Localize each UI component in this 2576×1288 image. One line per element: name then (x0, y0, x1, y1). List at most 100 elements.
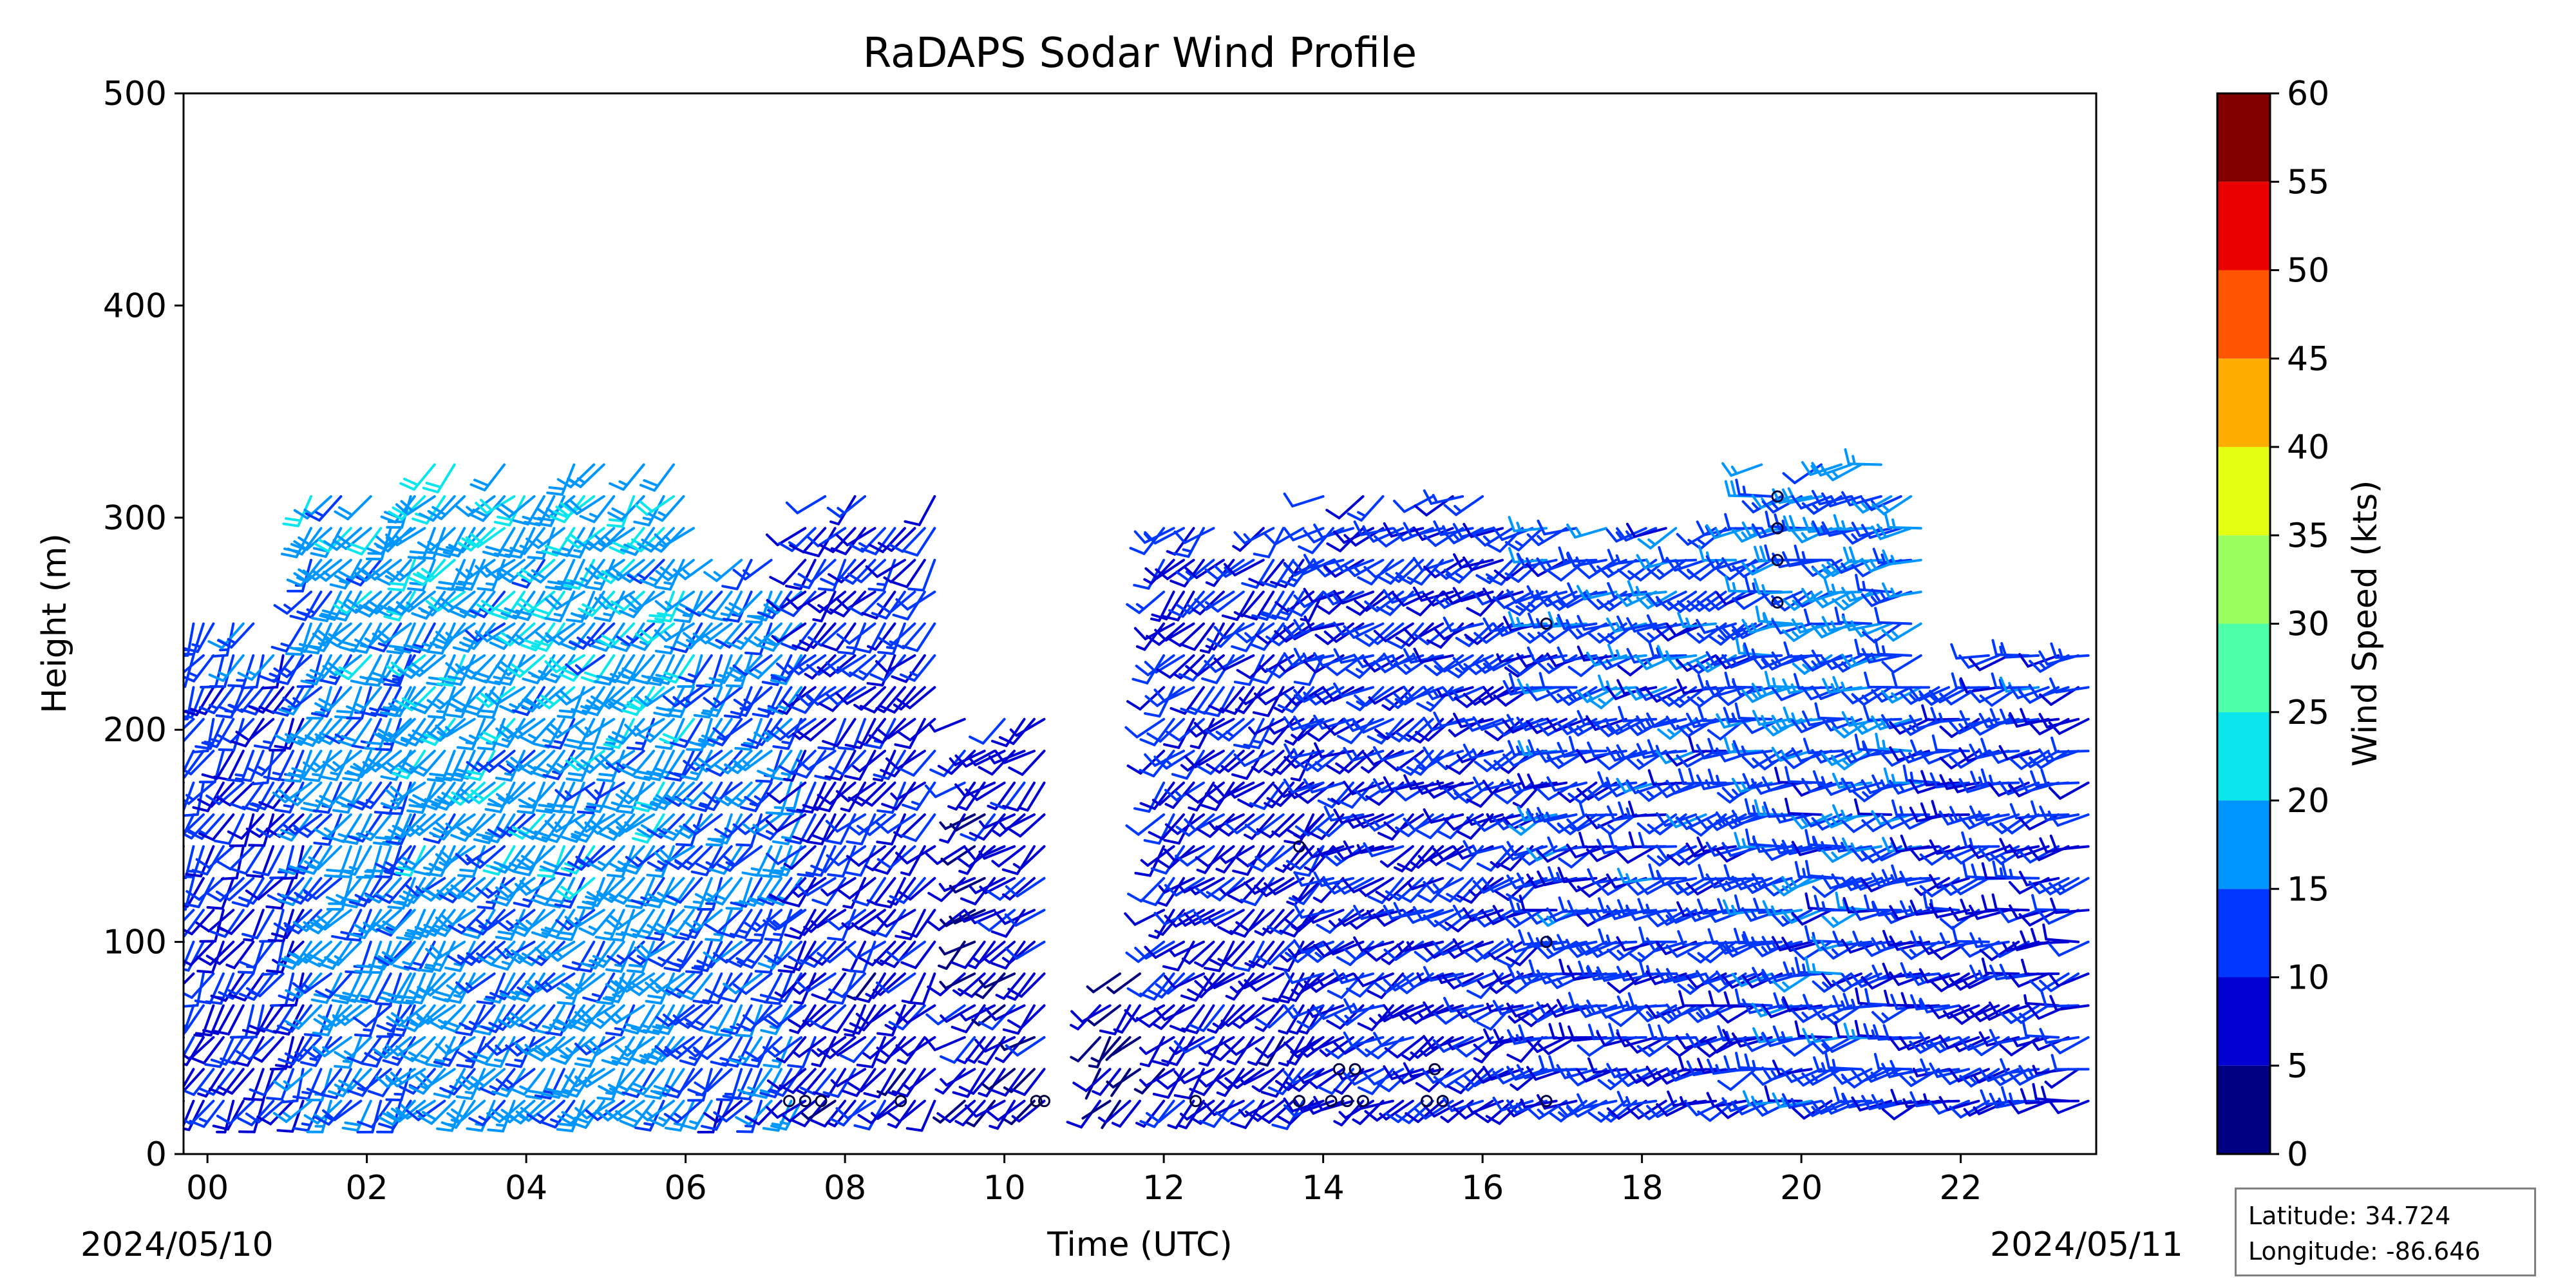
wind-barb (184, 654, 195, 688)
wind-barb (278, 845, 312, 875)
wind-barb (440, 1004, 476, 1033)
x-tick-label: 16 (1461, 1169, 1504, 1208)
colorbar-tick-label: 10 (2287, 959, 2329, 998)
latitude-readout: Latitude: 34.724 (2248, 1202, 2451, 1230)
colorbar-band (2217, 270, 2270, 359)
wind-barb (433, 527, 466, 558)
wind-barb (469, 463, 506, 492)
wind-barb (184, 622, 205, 656)
wind-barb (273, 654, 312, 678)
wind-barb (184, 654, 185, 658)
wind-barb (357, 1099, 392, 1129)
wind-barb (416, 558, 456, 583)
wind-barb (417, 527, 456, 552)
wind-barb (184, 940, 195, 970)
colorbar-tick-label: 40 (2287, 428, 2329, 467)
wind-barb (362, 750, 402, 773)
wind-barb (312, 558, 352, 582)
wind-barb (372, 813, 402, 846)
wind-barb (334, 558, 372, 585)
wind-barb (185, 876, 225, 901)
wind-barb (475, 909, 516, 931)
x-tick-label: 14 (1302, 1169, 1345, 1208)
wind-barb (386, 1004, 426, 1027)
y-tick-label: 500 (103, 75, 167, 113)
wind-barb (448, 686, 486, 712)
wind-barb (184, 1068, 185, 1072)
wind-barb (315, 781, 352, 809)
wind-barb (457, 876, 496, 903)
wind-barb (184, 876, 185, 883)
wind-barb (359, 686, 392, 717)
wind-barb (274, 717, 312, 744)
wind-barb (392, 940, 426, 971)
wind-barb (258, 781, 295, 810)
wind-barb (374, 972, 402, 1006)
wind-barb (225, 940, 255, 969)
wind-barb (426, 686, 466, 710)
wind-barb (468, 909, 506, 936)
colorbar-tick-label: 25 (2287, 694, 2329, 732)
wind-barb (455, 495, 496, 517)
wind-barb (198, 686, 235, 715)
wind-barb (246, 845, 275, 878)
colorbar-band (2217, 358, 2270, 447)
wind-barb (484, 654, 516, 686)
wind-barb (375, 527, 416, 548)
wind-barb (189, 1036, 225, 1065)
wind-barb (466, 845, 506, 869)
wind-barb (273, 1068, 312, 1092)
wind-barb (485, 1036, 516, 1068)
wind-barb (425, 940, 466, 961)
x-tick-label: 06 (665, 1169, 707, 1208)
wind-barb (428, 1004, 466, 1030)
colorbar-tick-label: 5 (2287, 1047, 2308, 1086)
wind-barb (375, 876, 412, 904)
colorbar-band (2217, 93, 2270, 182)
wind-barb (399, 463, 436, 491)
colorbar-label: Wind Speed (kts) (2346, 480, 2385, 767)
wind-barb (466, 1068, 506, 1091)
wind-barb (261, 940, 285, 976)
wind-barb (269, 1036, 295, 1071)
colorbar-tick-label: 35 (2287, 516, 2329, 555)
wind-barb (296, 654, 323, 688)
colorbar-band (2217, 800, 2270, 889)
wind-barb (213, 1004, 245, 1036)
wind-barb (198, 813, 235, 841)
wind-barbs-layer (184, 448, 2090, 1133)
wind-barb (184, 876, 205, 908)
wind-barb (216, 717, 255, 744)
wind-barb (479, 1068, 516, 1096)
wind-barb (276, 813, 312, 842)
wind-barb (319, 591, 352, 621)
wind-barb (184, 750, 185, 755)
colorbar: 0 5 10 15 20 25 30 35 40 45 50 55 60 (2216, 75, 2329, 1174)
wind-barb (374, 940, 412, 967)
x-tick-label: 18 (1621, 1169, 1663, 1208)
wind-barb (245, 876, 285, 901)
x-tick-label: 08 (824, 1169, 866, 1208)
wind-barb (387, 558, 416, 592)
wind-barb (455, 558, 496, 580)
wind-barb (484, 1036, 526, 1056)
wind-barb (370, 686, 402, 717)
wind-barb (216, 781, 255, 807)
wind-barb (475, 876, 516, 899)
end-date-label: 2024/05/11 (1990, 1226, 2183, 1264)
wind-barb (457, 527, 496, 552)
wind-barb (284, 1036, 323, 1062)
colorbar-band (2217, 447, 2270, 536)
wind-barb (292, 972, 332, 994)
wind-barb (378, 1099, 416, 1126)
wind-barb (294, 813, 332, 838)
wind-barb (195, 845, 235, 869)
colorbar-band (2217, 1065, 2270, 1154)
wind-barb (417, 1099, 456, 1125)
x-tick-label: 04 (505, 1169, 547, 1208)
wind-barb (325, 717, 363, 744)
wind-barb (227, 686, 265, 714)
wind-barb (306, 1068, 343, 1096)
wind-barb (455, 1068, 486, 1101)
